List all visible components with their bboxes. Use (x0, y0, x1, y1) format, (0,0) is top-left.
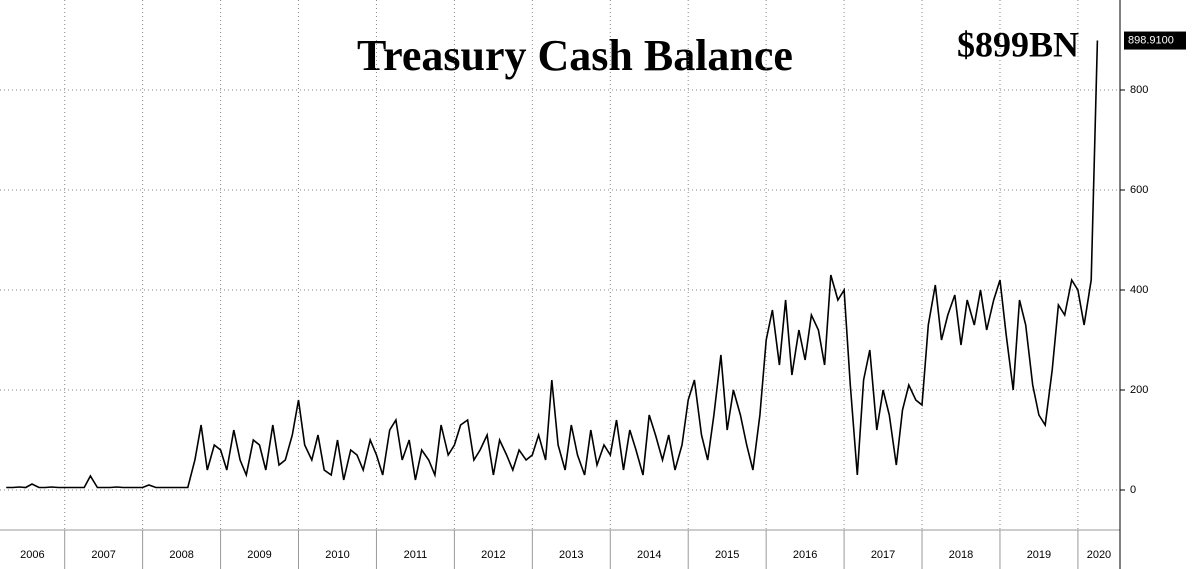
x-tick-label: 2006 (20, 549, 44, 561)
last-value-label: 898.9100 (1128, 34, 1174, 46)
y-tick-label: 200 (1130, 384, 1148, 396)
x-tick-label: 2015 (715, 549, 739, 561)
x-tick-label: 2014 (637, 549, 661, 561)
x-tick-label: 2012 (481, 549, 505, 561)
last-value-box (1124, 31, 1186, 50)
data-line (6, 40, 1099, 489)
x-tick-label: 2010 (325, 549, 349, 561)
y-tick-label: 400 (1130, 284, 1148, 296)
chart-title: Treasury Cash Balance (357, 31, 793, 80)
x-tick-label: 2020 (1087, 549, 1111, 561)
y-tick-label: 600 (1130, 184, 1148, 196)
annotation: $899BN (957, 24, 1079, 64)
x-tick-label: 2016 (793, 549, 817, 561)
y-tick-label: 800 (1130, 84, 1148, 96)
x-tick-label: 2011 (404, 549, 428, 561)
x-tick-label: 2007 (91, 549, 115, 561)
x-tick-label: 2009 (247, 549, 271, 561)
x-tick-label: 2017 (871, 549, 895, 561)
x-tick-label: 2019 (1027, 549, 1051, 561)
x-tick-label: 2013 (559, 549, 583, 561)
x-tick-label: 2018 (949, 549, 973, 561)
y-tick-label: 0 (1130, 484, 1136, 496)
x-tick-label: 2008 (169, 549, 193, 561)
